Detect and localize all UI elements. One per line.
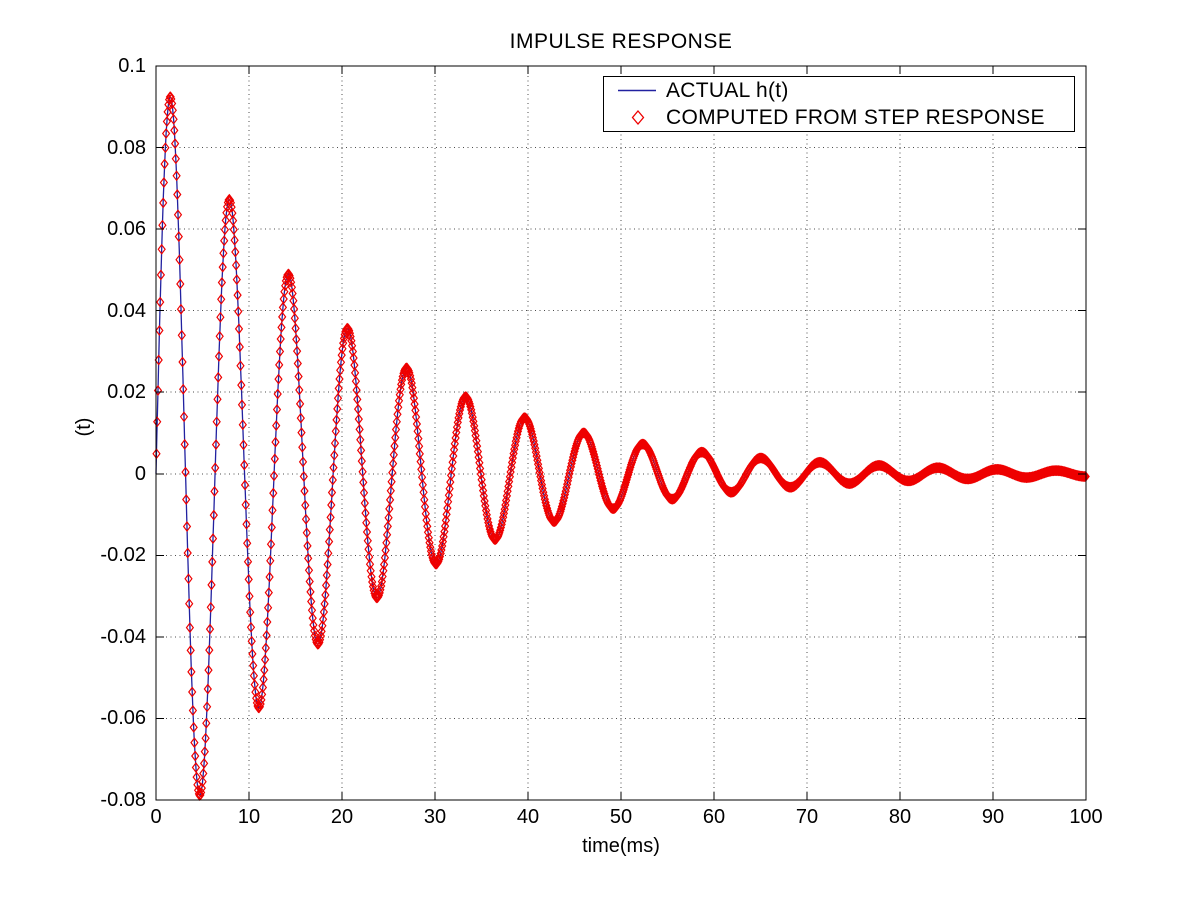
legend-box: ACTUAL h(t) COMPUTED FROM STEP RESPONSE — [603, 76, 1075, 132]
y-tick-label-0: 0 — [134, 462, 146, 485]
y-axis-label: (t) — [73, 417, 95, 437]
y-tick-label--0.06: -0.06 — [100, 707, 146, 730]
legend-entry-computed: COMPUTED FROM STEP RESPONSE — [604, 104, 1074, 131]
y-tick-label--0.02: -0.02 — [100, 544, 146, 567]
y-tick-label-0.08: 0.08 — [107, 136, 146, 159]
x-axis-label: time(ms) — [582, 835, 660, 857]
axis-box — [155, 65, 1087, 801]
legend-line-sample-icon — [618, 89, 656, 92]
x-tick-label-80: 80 — [888, 806, 912, 828]
y-tick-label-0.02: 0.02 — [107, 381, 146, 404]
legend-label-computed: COMPUTED FROM STEP RESPONSE — [666, 105, 1045, 129]
y-tick-label-0.1: 0.1 — [118, 55, 146, 77]
legend-diamond-icon — [631, 109, 645, 126]
x-tick-label-20: 20 — [330, 806, 354, 828]
x-tick-label-30: 30 — [423, 806, 447, 828]
legend-entry-actual: ACTUAL h(t) — [604, 77, 1074, 104]
x-tick-label-90: 90 — [981, 806, 1005, 828]
series-line-actual-ht — [155, 95, 1086, 797]
y-tick-label--0.04: -0.04 — [100, 625, 146, 648]
chart-title: IMPULSE RESPONSE — [509, 30, 733, 53]
x-tick-label-100: 100 — [1069, 806, 1103, 828]
legend-label-actual: ACTUAL h(t) — [666, 78, 789, 102]
y-tick-label-0.04: 0.04 — [107, 299, 146, 322]
x-tick-label-10: 10 — [237, 806, 261, 828]
x-tick-label-0: 0 — [150, 806, 162, 828]
x-tick-label-70: 70 — [795, 806, 819, 828]
y-tick-label-0.06: 0.06 — [107, 218, 146, 241]
x-tick-label-50: 50 — [609, 806, 633, 828]
x-tick-label-60: 60 — [702, 806, 726, 828]
x-tick-label-40: 40 — [516, 806, 540, 828]
y-tick-label--0.08: -0.08 — [100, 789, 146, 811]
